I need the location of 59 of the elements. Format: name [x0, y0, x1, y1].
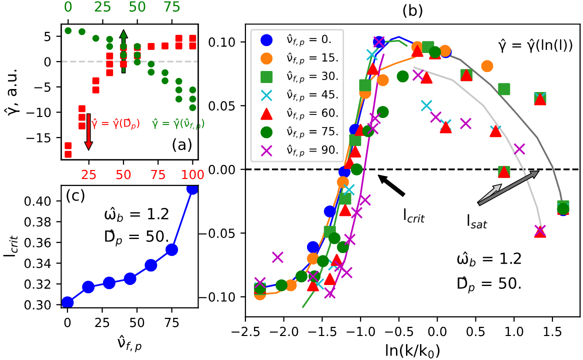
y-tick-label: −0.10	[198, 292, 235, 302]
y-tick-label: 0.10	[208, 37, 235, 47]
y-tick-label: −15	[26, 133, 50, 142]
x-tick-label: 0	[64, 318, 71, 328]
legend-label: ν̂$_{f,p}$ = 75.	[286, 126, 338, 139]
chart-title: (b)	[403, 4, 422, 18]
x-tick-label: 100	[182, 170, 204, 180]
y-tick-label: 0.36	[24, 238, 51, 248]
x-tick-label: 1.5	[544, 326, 562, 336]
annotation: l$_{crit}$	[404, 208, 425, 223]
x-axis-title: ν̂$_{f,p}$	[118, 335, 142, 352]
annotation: γ̂ = γ̂(D̂$_{p}$)	[92, 118, 140, 130]
x2-tick-label: 50	[130, 1, 146, 12]
annotation: D̂$_{p}$ = 50.	[458, 276, 521, 294]
x-tick-label: −2.0	[270, 326, 298, 336]
annotation: D̂$_{p}$ = 50.	[105, 229, 168, 246]
x-tick-label: 75	[151, 170, 165, 180]
legend-label: ν̂$_{f,p}$ = 90.	[286, 144, 338, 158]
x-tick-label: 0.5	[466, 326, 485, 336]
x-axis-title: ln(k/k$_{0}$)	[386, 344, 440, 358]
x-tick-label: 25	[82, 170, 96, 180]
y-tick-label: −10	[26, 108, 51, 118]
annotation: l$_{sat}$	[468, 214, 488, 228]
x2-tick-label: 25	[94, 1, 110, 12]
y-tick-label: 0.40	[24, 196, 51, 206]
x-tick-label: 75	[164, 318, 179, 328]
annotation: (a)	[172, 138, 192, 152]
annotation: γ̂ = γ̂(ln(l))	[498, 38, 572, 53]
y-tick-label: −0.05	[198, 228, 235, 238]
x2-tick-label: 75	[164, 1, 180, 12]
legend-label: ν̂$_{f,p}$ = 0.	[286, 34, 331, 46]
y-axis-title: γ̂, a.u.	[4, 70, 20, 116]
annotation: ω̂$_{b}$ = 1.2	[104, 207, 168, 222]
x-tick-label: 25	[95, 318, 110, 328]
legend-label: ν̂$_{f,p}$ = 45.	[286, 89, 338, 102]
y-tick-label: 0.32	[24, 279, 50, 289]
y-tick-label: 0.34	[24, 258, 51, 268]
y-tick-label: 0	[44, 57, 51, 67]
y-tick-label: 0.00	[208, 164, 235, 174]
y-tick-label: 5	[44, 32, 50, 42]
y-axis-title: l$_{crit}$	[3, 236, 18, 256]
x-tick-label: 50	[130, 318, 144, 328]
x2-tick-label: 0	[64, 1, 72, 12]
y-tick-label: −5	[34, 82, 50, 92]
legend-label: ν̂$_{f,p}$ = 60.	[286, 108, 338, 120]
x-tick-label: −1.0	[346, 326, 375, 336]
x-tick-label: −0.5	[385, 326, 414, 336]
annotation: ω̂$_{b}$ = 1.2	[457, 252, 521, 267]
x-tick-label: 0.0	[428, 326, 446, 336]
x-tick-label: −2.5	[232, 326, 260, 336]
x-tick-label: 50	[116, 170, 131, 180]
annotation: (c)	[66, 189, 84, 203]
x-tick-label: 1.0	[506, 326, 524, 336]
legend-label: ν̂$_{f,p}$ = 30.	[286, 71, 338, 84]
legend-label: ν̂$_{f,p}$ = 15.	[286, 52, 338, 65]
y-tick-label: 0.30	[24, 300, 51, 310]
y-tick-label: 0.05	[208, 101, 235, 111]
x-tick-label: −1.5	[308, 326, 336, 336]
y-tick-label: 0.38	[24, 217, 51, 227]
